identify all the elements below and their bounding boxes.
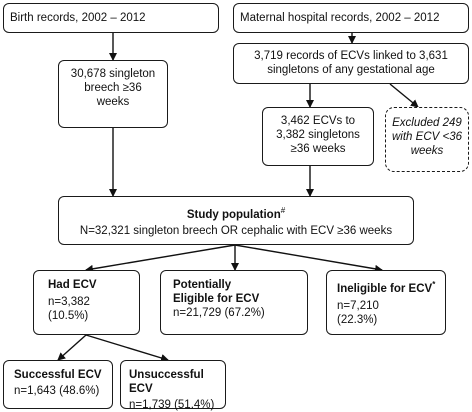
ineligible-n: n=7,210	[337, 299, 379, 312]
potentially-eligible-title-2: Eligible for ECV	[173, 293, 260, 305]
arrow-had-to-successful	[57, 334, 87, 361]
excluded-box: Excluded 249 with ECV <36 weeks	[385, 107, 469, 172]
singleton-breech-line-1: 30,678 singleton	[70, 68, 156, 80]
potentially-eligible-title-1: Potentially	[173, 279, 232, 291]
had-ecv-pct: (10.5%)	[48, 310, 89, 322]
successful-ecv-n: n=1,643 (48.6%)	[14, 385, 100, 397]
ecv-records-box: 3,719 records of ECVs linked to 3,631 si…	[233, 43, 469, 84]
study-population-mark: #	[280, 206, 286, 215]
unsuccessful-ecv-box: Unsuccessful ECV n=1,739 (51.4%)	[120, 360, 226, 411]
hospital-records-text: Maternal hospital records, 2002 – 2012	[240, 12, 440, 24]
ecv-36-line-1: 3,462 ECVs to	[280, 115, 356, 127]
ecv-records-line-1: 3,719 records of ECVs linked to 3,631	[254, 50, 448, 62]
study-population-text: N=32,321 singleton breech OR cephalic wi…	[79, 224, 393, 237]
arrow-had-to-unsuccessful	[85, 334, 169, 362]
arrow-ecv-to-excluded	[389, 83, 419, 108]
ecv-36-line-2: 3,382 singletons	[276, 129, 360, 141]
study-population-box: Study population# N=32,321 singleton bre…	[58, 196, 414, 245]
unsuccessful-ecv-title: Unsuccessful ECV	[129, 369, 204, 395]
potentially-eligible-n: n=21,729 (67.2%)	[173, 307, 265, 319]
singleton-breech-line-3: weeks	[96, 96, 130, 108]
successful-ecv-title: Successful ECV	[14, 369, 102, 381]
hospital-records-box: Maternal hospital records, 2002 – 2012	[233, 3, 469, 33]
potentially-eligible-box: Potentially Eligible for ECV n=21,729 (6…	[160, 270, 308, 335]
had-ecv-n: n=3,382	[48, 296, 90, 308]
arrow-study-to-had	[85, 244, 236, 273]
excluded-line-3: weeks	[410, 145, 444, 157]
excluded-line-1: Excluded 249	[392, 117, 462, 129]
unsuccessful-ecv-n: n=1,739 (51.4%)	[129, 399, 215, 411]
had-ecv-box: Had ECV n=3,382 (10.5%)	[33, 270, 140, 335]
ineligible-mark: *	[432, 280, 436, 289]
arrow-study-to-ineligible	[234, 244, 383, 273]
birth-records-box: Birth records, 2002 – 2012	[3, 3, 219, 33]
excluded-line-2: with ECV <36	[392, 131, 462, 143]
ineligible-box: Ineligible for ECV* n=7,210 (22.3%)	[326, 270, 446, 335]
ecv-36-box: 3,462 ECVs to 3,382 singletons ≥36 weeks	[262, 107, 374, 166]
ecv-36-line-3: ≥36 weeks	[290, 143, 346, 155]
had-ecv-title: Had ECV	[48, 279, 97, 291]
successful-ecv-box: Successful ECV n=1,643 (48.6%)	[3, 360, 113, 409]
singleton-breech-line-2: breech ≥36	[84, 82, 142, 94]
birth-records-text: Birth records, 2002 – 2012	[10, 12, 146, 24]
ineligible-title: Ineligible for ECV	[337, 282, 433, 295]
ecv-records-line-2: singletons of any gestational age	[267, 64, 435, 76]
study-population-title: Study population	[186, 208, 281, 221]
ineligible-pct: (22.3%)	[337, 313, 378, 326]
singleton-breech-box: 30,678 singleton breech ≥36 weeks	[58, 60, 168, 128]
